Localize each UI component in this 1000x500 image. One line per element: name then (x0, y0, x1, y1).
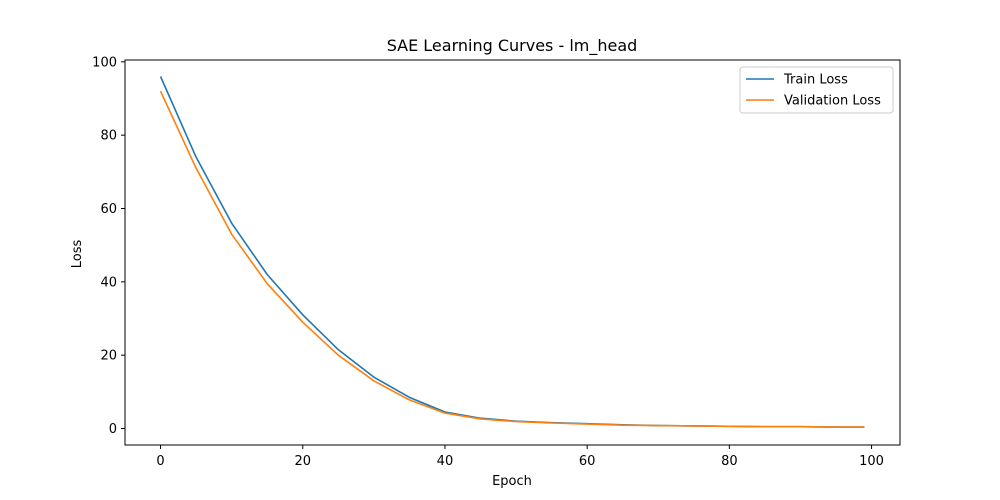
x-tick-label: 40 (437, 454, 454, 469)
legend-label: Validation Loss (784, 94, 881, 109)
y-tick-label: 20 (100, 349, 117, 364)
y-tick-label: 40 (100, 275, 117, 290)
x-axis-label: Epoch (492, 474, 532, 489)
chart-title: SAE Learning Curves - lm_head (387, 36, 638, 56)
x-tick-label: 80 (721, 454, 738, 469)
x-tick-label: 20 (294, 454, 311, 469)
x-tick-label: 100 (859, 454, 884, 469)
plot-area (159, 76, 865, 428)
y-tick-label: 80 (100, 129, 117, 144)
x-tick-label: 0 (156, 454, 164, 469)
y-tick-label: 100 (92, 55, 117, 70)
axes-frame (124, 59, 901, 446)
axis-ticks: 0 20 40 60 80 100 0 20 40 60 80 100 (92, 55, 884, 469)
legend: Train Loss Validation Loss (739, 66, 894, 114)
y-tick-label: 0 (109, 422, 117, 437)
legend-box (739, 66, 894, 114)
legend-label: Train Loss (783, 73, 848, 88)
x-tick-label: 60 (579, 454, 596, 469)
y-tick-label: 60 (100, 202, 117, 217)
y-axis-label: Loss (70, 240, 85, 269)
series-line-validation-loss (159, 90, 865, 428)
